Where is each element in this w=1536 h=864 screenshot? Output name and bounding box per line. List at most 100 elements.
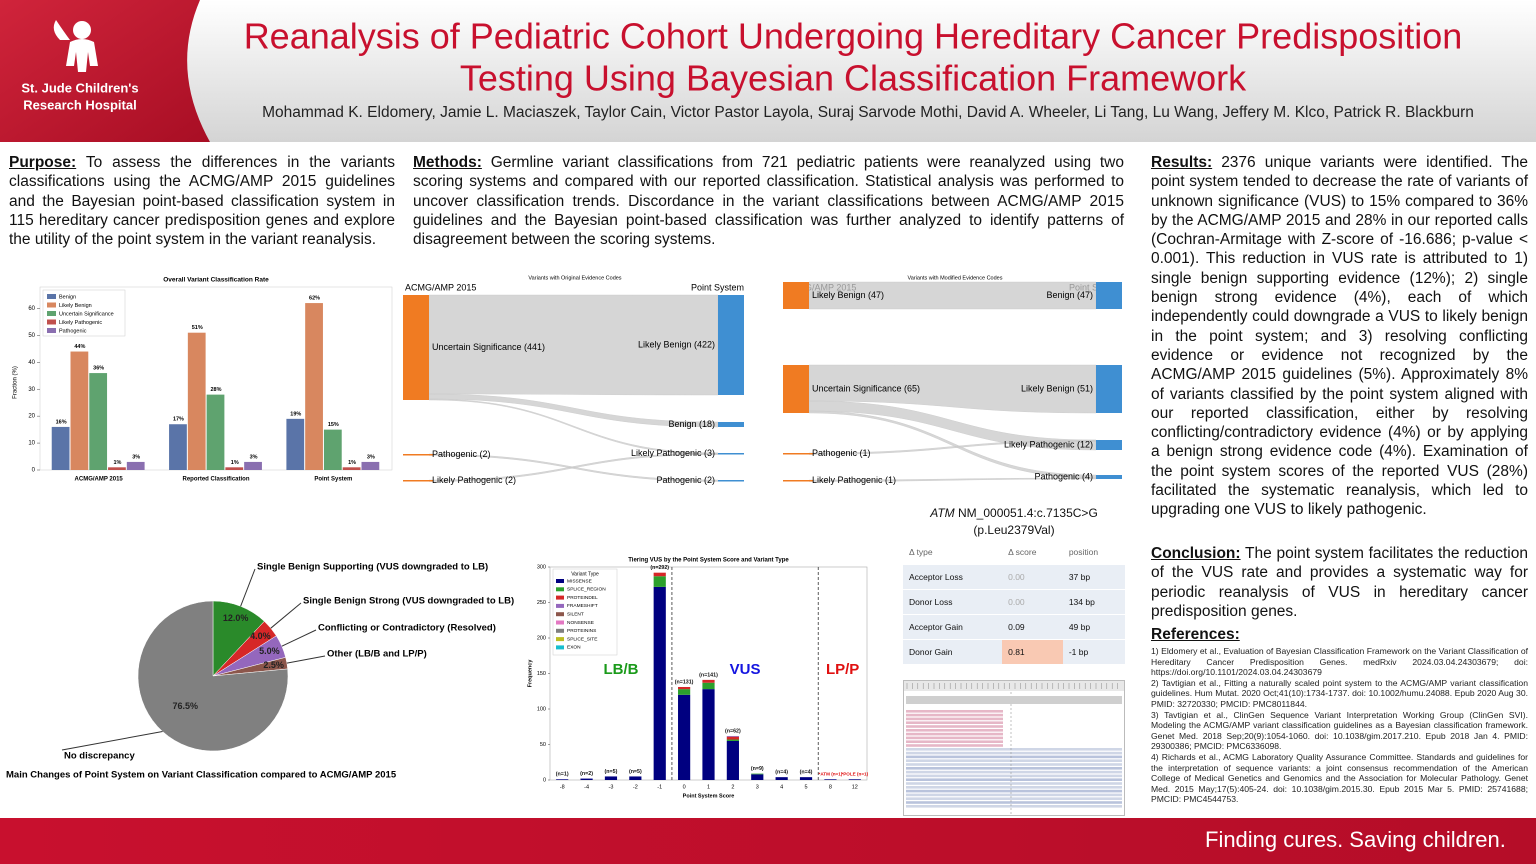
x-tick-label: 3	[756, 784, 759, 790]
sankey-node	[403, 295, 429, 400]
logo-icon	[53, 20, 98, 72]
bar-segment	[726, 736, 739, 740]
table-cell: Donor Gain	[903, 639, 1003, 664]
bar	[70, 351, 89, 470]
section-text: 2376 unique variants were identified. Th…	[1151, 154, 1528, 519]
count-label: (n=141)	[699, 672, 718, 678]
pie-category-label: No discrepancy	[64, 751, 135, 762]
igv-read	[906, 805, 1122, 808]
column-header: Δ type	[903, 540, 1003, 565]
legend-label: NONSENSE	[567, 620, 594, 626]
y-axis-label: Fraction (%)	[13, 366, 19, 399]
value-label: 36%	[93, 366, 104, 372]
y-tick-label: 30	[28, 387, 35, 393]
x-tick-label: ACMG/AMP 2015	[75, 477, 124, 483]
bar-segment	[556, 779, 569, 780]
conclusion: Conclusion: The point system facilitates…	[1151, 544, 1528, 621]
bar	[361, 461, 380, 470]
count-label: (n=4)	[800, 770, 813, 776]
bar-segment	[726, 740, 739, 780]
x-tick-label: 5	[805, 784, 808, 790]
x-tick-label: 8	[829, 784, 832, 790]
references: References: 1) Eldomery et al., Evaluati…	[1151, 626, 1528, 805]
value-label: 19%	[290, 411, 301, 417]
sankey-header: Point System	[691, 282, 744, 292]
header-bg	[0, 0, 1536, 142]
table-cell: Acceptor Gain	[903, 614, 1003, 640]
x-tick-label: 2	[731, 784, 734, 790]
sankey-node-label: Uncertain Significance (65)	[812, 383, 920, 393]
legend-swatch	[47, 302, 56, 308]
value-label: 17%	[173, 417, 184, 423]
x-tick-label: -3	[609, 784, 614, 790]
bar-segment	[653, 572, 666, 577]
legend-swatch	[47, 294, 56, 299]
igv-read	[906, 725, 1003, 728]
legend-label: PROTEININS	[567, 628, 596, 634]
sankey-node	[783, 480, 813, 482]
section-label: References:	[1151, 626, 1240, 643]
leader-line	[61, 730, 163, 751]
protein: (p.Leu2379Val)	[973, 523, 1055, 537]
legend-swatch	[556, 587, 564, 592]
igv-read	[906, 789, 1122, 793]
x-tick-label: Reported Classification	[182, 477, 249, 483]
x-tick-label: -4	[584, 784, 589, 790]
igv-read	[906, 793, 1122, 797]
count-label: (n=131)	[675, 679, 694, 685]
region-label: VUS	[730, 661, 761, 678]
bar-segment	[751, 774, 764, 780]
igv-read	[906, 759, 1122, 762]
leader-line	[270, 602, 302, 629]
pie-value-label: 12.0%	[223, 613, 249, 623]
pie-chart: 12.0% Single Benign Supporting (VUS downg…	[6, 562, 514, 781]
y-tick-label: 300	[537, 564, 546, 570]
sankey-node	[1096, 440, 1122, 450]
y-tick-label: 200	[537, 635, 546, 641]
sankey-node-label: Likely Benign (422)	[638, 339, 715, 349]
legend-label: SILENT	[567, 611, 584, 617]
count-label: (n=2)	[580, 771, 593, 777]
sankey-node	[783, 365, 809, 413]
bar-segment	[604, 776, 618, 780]
legend-label: Benign	[59, 294, 76, 300]
igv-read	[906, 710, 1003, 713]
x-tick-label: Point System	[314, 477, 352, 483]
methods: Methods: Germline variant classification…	[413, 153, 1124, 249]
legend-title: Variant Type	[571, 571, 599, 577]
igv-read	[906, 748, 1122, 751]
y-tick-label: 250	[537, 600, 546, 606]
legend-label: MISSENSE	[567, 578, 592, 584]
title: Testing Using Bayesian Classification Fr…	[460, 58, 1247, 99]
bar	[169, 424, 187, 470]
pie-category-label: Conflicting or Contradictory (Resolved)	[318, 623, 496, 634]
column-header: position	[1062, 540, 1125, 565]
chart-title: Overall Variant Classification Rate	[163, 277, 269, 284]
bar-segment	[653, 576, 666, 587]
sankey-node	[718, 480, 744, 482]
legend-label: SPLICE_SITE	[567, 636, 597, 642]
igv-read	[906, 778, 1122, 781]
legend-swatch	[556, 620, 564, 625]
value-label: 3%	[250, 454, 258, 460]
value-label: 16%	[56, 419, 67, 425]
section-label: Results:	[1151, 154, 1213, 171]
table-header: Δ type Δ score position	[903, 540, 1125, 565]
value-label: 15%	[328, 422, 339, 428]
footer-bg	[0, 818, 1536, 864]
sankey-node-label: Likely Benign (51)	[1021, 383, 1093, 393]
y-tick-label: 10	[28, 441, 35, 447]
igv-read	[906, 713, 1003, 717]
igv-read	[906, 732, 1003, 736]
y-tick-label: 20	[28, 414, 35, 420]
table-heading: ATM NM_000051.4:c.7135C>G (p.Leu2379Val)	[903, 505, 1125, 539]
sankey-node-label: Benign (47)	[1046, 290, 1093, 300]
value-label: 1%	[113, 460, 121, 466]
table-row: Donor Loss 0.00 134 bp	[903, 589, 1125, 615]
bar	[206, 394, 225, 470]
chart-title: Main Changes of Point System on Variant …	[6, 770, 397, 781]
leader-line	[286, 655, 326, 664]
pie-value-label: 76.5%	[172, 701, 198, 711]
